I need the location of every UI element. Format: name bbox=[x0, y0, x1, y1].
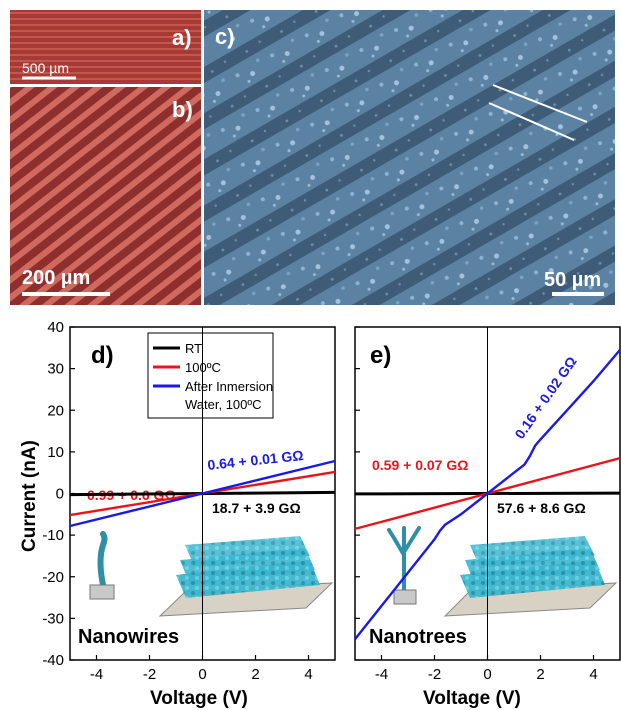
y-tick-label: 40 bbox=[47, 319, 64, 336]
y-tick-label: 30 bbox=[47, 361, 64, 378]
legend-label-water-2: Water, 100ºC bbox=[185, 397, 262, 412]
x-tick-label: -2 bbox=[143, 666, 156, 683]
nanowire-icon bbox=[89, 531, 115, 600]
x-tick-label: 4 bbox=[304, 666, 312, 683]
annotation-nanowires: Nanowires bbox=[78, 626, 179, 648]
legend: RT 100ºC After Inmersion Water, 100ºC bbox=[147, 332, 274, 419]
y-tick-label: -40 bbox=[42, 652, 64, 669]
x-tick-label: 2 bbox=[251, 666, 259, 683]
nanotree-array-icon bbox=[443, 536, 618, 617]
y-tick-label: 10 bbox=[47, 444, 64, 461]
x-axis-label-e: Voltage (V) bbox=[423, 688, 521, 709]
micrograph-panel-a: a) 500 µm bbox=[10, 10, 201, 84]
x-tick-label: 2 bbox=[536, 666, 544, 683]
x-tick-label: 0 bbox=[483, 666, 491, 683]
x-tick-label: -4 bbox=[375, 666, 388, 683]
scalebar-a-label: 500 µm bbox=[22, 60, 69, 76]
x-tick-label: 0 bbox=[198, 666, 206, 683]
series-line-after-inmersion-water-100-c bbox=[354, 349, 621, 640]
guide-line-1 bbox=[492, 84, 588, 123]
panel-label-c: c) bbox=[215, 24, 235, 49]
panel-label-b: b) bbox=[172, 97, 193, 122]
micrograph-panel-c: c) 50 µm bbox=[204, 10, 615, 305]
annotation-blue-e: 0.16 + 0.02 GΩ bbox=[511, 354, 579, 442]
panel-label-a: a) bbox=[172, 25, 192, 50]
panel-label-d: d) bbox=[91, 342, 114, 369]
x-tick-label: -4 bbox=[90, 666, 103, 683]
guide-line-2 bbox=[488, 102, 575, 141]
legend-box bbox=[147, 332, 274, 419]
y-tick-label: -10 bbox=[42, 527, 64, 544]
series-line-after-inmersion-water-100-c bbox=[69, 459, 336, 528]
y-tick-label: 20 bbox=[47, 402, 64, 419]
x-tick-label: 4 bbox=[589, 666, 597, 683]
x-tick-label: -2 bbox=[428, 666, 441, 683]
annotation-red-e: 0.59 + 0.07 GΩ bbox=[372, 457, 468, 473]
scalebar-b-label: 200 µm bbox=[22, 267, 90, 289]
y-axis-label: Current (nA) bbox=[19, 440, 40, 552]
legend-label-rt: RT bbox=[185, 341, 202, 356]
scalebar-c-label: 50 µm bbox=[544, 269, 601, 291]
annotation-black-d: 18.7 + 3.9 GΩ bbox=[212, 500, 301, 516]
nanotree-icon bbox=[387, 526, 421, 605]
y-tick-label: -30 bbox=[42, 610, 64, 627]
annotation-nanotrees: Nanotrees bbox=[369, 626, 467, 648]
legend-label-water-1: After Inmersion bbox=[185, 379, 273, 394]
micrograph-panel-b: b) 200 µm bbox=[10, 87, 201, 305]
annotation-blue-d: 0.64 + 0.01 GΩ bbox=[207, 447, 305, 473]
nanowire-array-icon bbox=[158, 536, 334, 617]
y-tick-label: -20 bbox=[42, 569, 64, 586]
annotation-black-e: 57.6 + 8.6 GΩ bbox=[497, 500, 586, 516]
panel-label-e: e) bbox=[370, 342, 391, 369]
y-tick-label: 0 bbox=[56, 486, 64, 503]
x-axis-label-d: Voltage (V) bbox=[150, 688, 248, 709]
